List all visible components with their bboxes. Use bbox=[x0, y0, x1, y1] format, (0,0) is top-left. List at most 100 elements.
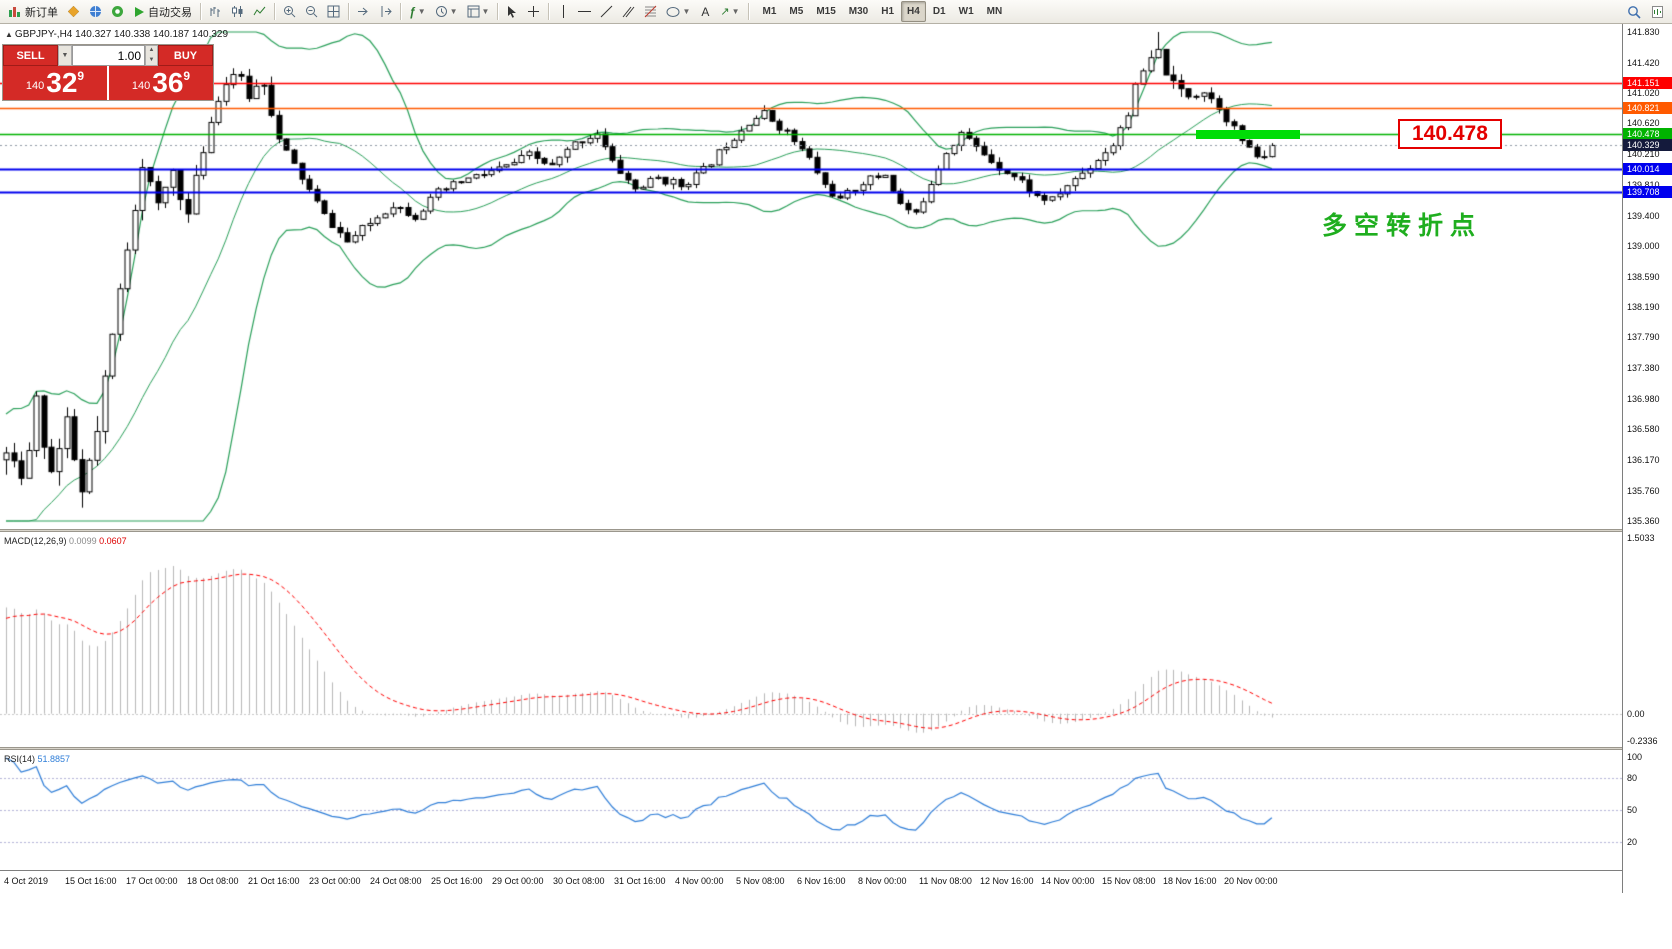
ask-prefix: 140 bbox=[131, 80, 151, 92]
periods-button[interactable]: ▼ bbox=[431, 2, 462, 22]
chart-shift-icon bbox=[379, 5, 392, 18]
timeframe-button-H4[interactable]: H4 bbox=[901, 1, 926, 22]
main-chart-canvas[interactable] bbox=[0, 24, 1622, 529]
time-axis-label: 21 Oct 16:00 bbox=[248, 876, 300, 886]
rsi-canvas[interactable] bbox=[0, 750, 1622, 870]
timeframe-button-M30[interactable]: M30 bbox=[848, 6, 869, 17]
shapes-button[interactable]: ▼ bbox=[662, 2, 694, 22]
toolbar-separator bbox=[400, 3, 401, 20]
search-button[interactable] bbox=[1623, 2, 1645, 22]
channel-button[interactable] bbox=[618, 2, 639, 22]
price-axis-label: 137.380 bbox=[1627, 363, 1660, 374]
chevron-down-icon: ▼ bbox=[449, 7, 458, 16]
pane-splitter[interactable] bbox=[0, 747, 1672, 750]
timeframe-toolbar: M1 M5 M15 M30 H1 H4 D1 W1 MN bbox=[757, 1, 1009, 22]
cursor-button[interactable] bbox=[502, 2, 522, 22]
cursor-icon bbox=[506, 5, 518, 18]
timeframe-button-M1[interactable]: M1 bbox=[762, 6, 777, 17]
time-axis-label: 4 Nov 00:00 bbox=[675, 876, 724, 886]
time-axis[interactable]: 4 Oct 2019 15 Oct 16:00 17 Oct 00:00 18 Oct… bbox=[0, 870, 1622, 894]
community-button[interactable] bbox=[85, 2, 106, 22]
text-icon: A bbox=[701, 4, 710, 19]
vertical-line-button[interactable] bbox=[553, 2, 573, 22]
price-axis-label: 139.400 bbox=[1627, 210, 1660, 221]
timeframe-button-W1[interactable]: W1 bbox=[958, 6, 974, 17]
tile-windows-icon bbox=[327, 5, 340, 18]
community-icon bbox=[89, 5, 102, 18]
auto-scroll-icon bbox=[357, 5, 370, 18]
time-axis-label: 8 Nov 00:00 bbox=[858, 876, 907, 886]
macd-label: MACD(12,26,9) 0.0099 0.0607 bbox=[4, 536, 127, 546]
level-badge: 140.821 bbox=[1623, 102, 1672, 115]
line-chart-button[interactable] bbox=[249, 2, 270, 22]
annotation-text[interactable]: 多空转折点 bbox=[1322, 212, 1483, 240]
trendline-button[interactable] bbox=[596, 2, 617, 22]
price-axis[interactable]: 141.830 141.420 141.020 140.620 140.210 139.8… bbox=[1622, 24, 1672, 893]
timeframe-button-M15[interactable]: M15 bbox=[816, 6, 836, 17]
price-axis-label: 141.020 bbox=[1627, 88, 1660, 99]
tile-windows-button[interactable] bbox=[323, 2, 344, 22]
new-order-button[interactable]: 新订单 bbox=[4, 2, 62, 22]
text-button[interactable]: A bbox=[695, 2, 715, 22]
autotrade-play-icon bbox=[133, 6, 145, 18]
candle-chart-button[interactable] bbox=[227, 2, 248, 22]
rsi-label: RSI(14) 51.8857 bbox=[4, 754, 71, 764]
macd-canvas[interactable] bbox=[0, 532, 1622, 747]
time-axis-label: 29 Oct 00:00 bbox=[492, 876, 544, 886]
crosshair-button[interactable] bbox=[523, 2, 544, 22]
bid-sup: 9 bbox=[77, 69, 85, 83]
autotrade-button[interactable]: 自动交易 bbox=[129, 2, 196, 22]
template-button[interactable]: ▼ bbox=[463, 2, 494, 22]
time-axis-label: 6 Nov 16:00 bbox=[797, 876, 846, 886]
toolbar: 新订单 自动交易 bbox=[0, 0, 1672, 24]
search-globe-button[interactable] bbox=[107, 2, 128, 22]
arrows-button[interactable]: ↗ ▼ bbox=[716, 2, 743, 22]
price-axis-label: 141.830 bbox=[1627, 27, 1660, 37]
price-callout[interactable]: 140.478 bbox=[1398, 119, 1502, 150]
level-badge: 139.708 bbox=[1623, 186, 1672, 199]
rsi-value: 51.8857 bbox=[37, 754, 71, 764]
new-chart-icon bbox=[1651, 5, 1664, 19]
sell-button[interactable]: SELL bbox=[3, 45, 58, 66]
macd-axis-label: 1.5033 bbox=[1627, 533, 1655, 543]
pane-splitter[interactable] bbox=[0, 529, 1672, 532]
price-axis-label: 139.810 bbox=[1627, 179, 1660, 190]
timeframe-button-MN[interactable]: MN bbox=[986, 6, 1003, 17]
fibonacci-button[interactable] bbox=[640, 2, 661, 22]
zoom-out-button[interactable] bbox=[301, 2, 322, 22]
chart-shift-button[interactable] bbox=[375, 2, 396, 22]
horizontal-line-button[interactable] bbox=[574, 2, 595, 22]
time-axis-label: 15 Oct 16:00 bbox=[65, 876, 117, 886]
timeframe-button-M5[interactable]: M5 bbox=[789, 6, 804, 17]
time-axis-label: 18 Oct 08:00 bbox=[187, 876, 239, 886]
buy-button[interactable]: BUY bbox=[158, 45, 213, 66]
auto-scroll-button[interactable] bbox=[353, 2, 374, 22]
highlight-zone[interactable] bbox=[1196, 130, 1300, 140]
bid-prefix: 140 bbox=[25, 80, 45, 92]
price-axis-label: 139.000 bbox=[1627, 240, 1660, 251]
indicators-icon: ƒ bbox=[409, 4, 416, 19]
bid-quote[interactable]: 140 32 9 bbox=[3, 66, 107, 100]
chevron-down-icon: ▼ bbox=[731, 7, 740, 16]
volume-input[interactable]: 1.00 bbox=[72, 45, 145, 66]
price-axis-label: 136.980 bbox=[1627, 393, 1660, 404]
time-axis-label: 4 Oct 2019 bbox=[4, 876, 49, 886]
indicators-button[interactable]: ƒ ▼ bbox=[405, 2, 430, 22]
timeframe-button-H1[interactable]: H1 bbox=[881, 6, 895, 17]
current-price-badge: 140.329 bbox=[1623, 139, 1672, 152]
rsi-axis-label: 100 bbox=[1627, 752, 1643, 762]
new-chart-button[interactable] bbox=[1647, 2, 1668, 22]
zoom-in-button[interactable] bbox=[279, 2, 300, 22]
ask-quote[interactable]: 140 36 9 bbox=[109, 66, 213, 100]
timeframe-button-D1[interactable]: D1 bbox=[932, 6, 946, 17]
time-axis-label: 31 Oct 16:00 bbox=[614, 876, 666, 886]
volume-stepper[interactable]: ▲ ▼ bbox=[145, 45, 158, 66]
toolbar-separator bbox=[348, 3, 349, 20]
toolbar-separator bbox=[274, 3, 275, 20]
template-icon bbox=[467, 5, 480, 18]
new-order-label: 新订单 bbox=[25, 6, 58, 19]
bar-chart-button[interactable] bbox=[205, 2, 226, 22]
order-type-dropdown[interactable]: ▼ bbox=[58, 45, 72, 66]
mql5-market-button[interactable] bbox=[63, 2, 84, 22]
